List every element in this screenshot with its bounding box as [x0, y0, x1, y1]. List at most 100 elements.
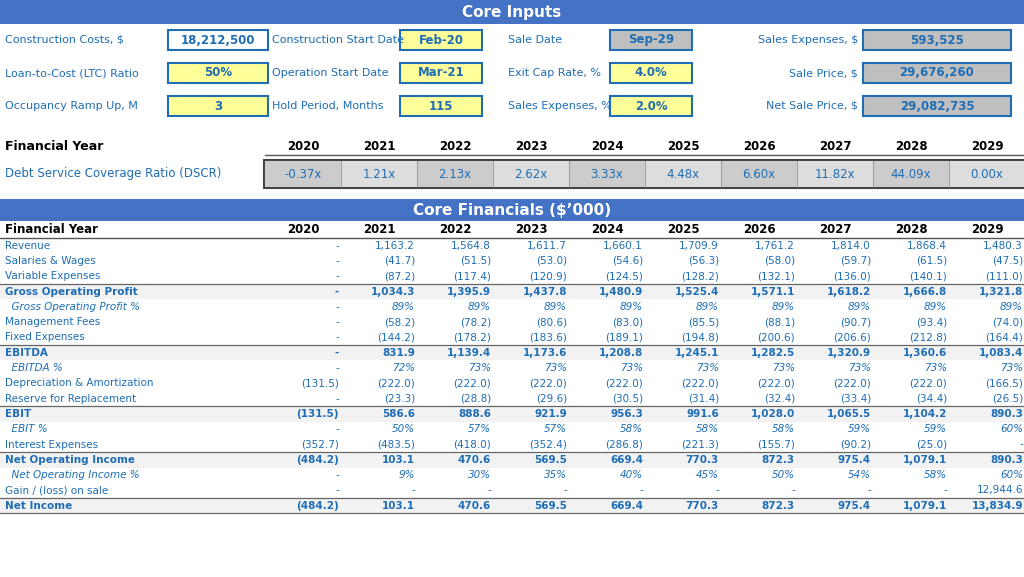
Text: 1,814.0: 1,814.0 — [831, 241, 871, 250]
Text: (155.7): (155.7) — [757, 440, 795, 449]
Text: Mar-21: Mar-21 — [418, 66, 464, 80]
Text: 669.4: 669.4 — [610, 455, 643, 465]
Text: 18,212,500: 18,212,500 — [181, 33, 255, 47]
FancyBboxPatch shape — [400, 30, 482, 50]
Text: 54%: 54% — [848, 470, 871, 480]
Text: 975.4: 975.4 — [838, 455, 871, 465]
Text: 2020: 2020 — [287, 223, 319, 236]
Text: 1,173.6: 1,173.6 — [522, 348, 567, 358]
Text: -: - — [335, 241, 339, 250]
Text: Core Financials ($’000): Core Financials ($’000) — [413, 203, 611, 218]
Text: -: - — [487, 485, 490, 496]
Text: -: - — [639, 485, 643, 496]
Text: 1,395.9: 1,395.9 — [447, 287, 490, 297]
Text: 73%: 73% — [544, 363, 567, 373]
Text: (144.2): (144.2) — [377, 332, 415, 343]
FancyBboxPatch shape — [265, 161, 341, 187]
Text: (132.1): (132.1) — [757, 271, 795, 281]
Text: 1,480.3: 1,480.3 — [983, 241, 1023, 250]
Text: 2020: 2020 — [287, 140, 319, 152]
Text: 58%: 58% — [772, 424, 795, 434]
Text: (178.2): (178.2) — [454, 332, 490, 343]
Text: Revenue: Revenue — [5, 241, 50, 250]
Text: -: - — [335, 302, 339, 312]
Text: (90.7): (90.7) — [840, 317, 871, 327]
Text: Fixed Expenses: Fixed Expenses — [5, 332, 85, 343]
Text: 103.1: 103.1 — [382, 455, 415, 465]
Text: 2025: 2025 — [667, 223, 699, 236]
Text: Feb-20: Feb-20 — [419, 33, 464, 47]
Text: -: - — [715, 485, 719, 496]
Text: 831.9: 831.9 — [382, 348, 415, 358]
Text: 956.3: 956.3 — [610, 409, 643, 419]
Text: (29.6): (29.6) — [536, 394, 567, 404]
Text: 57%: 57% — [468, 424, 490, 434]
FancyBboxPatch shape — [863, 96, 1011, 116]
Text: 115: 115 — [429, 99, 454, 113]
Text: 1,571.1: 1,571.1 — [751, 287, 795, 297]
Text: Operation Start Date: Operation Start Date — [272, 68, 388, 78]
Text: 58%: 58% — [696, 424, 719, 434]
Text: (32.4): (32.4) — [764, 394, 795, 404]
FancyBboxPatch shape — [341, 161, 417, 187]
Text: 2026: 2026 — [742, 223, 775, 236]
Text: -: - — [335, 332, 339, 343]
FancyBboxPatch shape — [0, 406, 1024, 422]
Text: 89%: 89% — [544, 302, 567, 312]
Text: (88.1): (88.1) — [764, 317, 795, 327]
Text: 1,666.8: 1,666.8 — [903, 287, 947, 297]
Text: (93.4): (93.4) — [915, 317, 947, 327]
FancyBboxPatch shape — [0, 452, 1024, 467]
FancyBboxPatch shape — [645, 161, 721, 187]
Text: 1,709.9: 1,709.9 — [679, 241, 719, 250]
Text: Interest Expenses: Interest Expenses — [5, 440, 98, 449]
Text: -: - — [335, 317, 339, 327]
Text: (78.2): (78.2) — [460, 317, 490, 327]
Text: (352.4): (352.4) — [529, 440, 567, 449]
Text: -: - — [335, 424, 339, 434]
Text: 1,104.2: 1,104.2 — [902, 409, 947, 419]
Text: (136.0): (136.0) — [834, 271, 871, 281]
Text: (90.2): (90.2) — [840, 440, 871, 449]
Text: 1,437.8: 1,437.8 — [522, 287, 567, 297]
FancyBboxPatch shape — [610, 96, 692, 116]
Text: (23.3): (23.3) — [384, 394, 415, 404]
FancyBboxPatch shape — [417, 161, 493, 187]
Text: EBIT: EBIT — [5, 409, 32, 419]
Text: 1,321.8: 1,321.8 — [979, 287, 1023, 297]
Text: (61.5): (61.5) — [915, 256, 947, 266]
Text: Construction Costs, $: Construction Costs, $ — [5, 35, 124, 45]
Text: -: - — [335, 363, 339, 373]
Text: 2022: 2022 — [438, 223, 471, 236]
FancyBboxPatch shape — [0, 199, 1024, 221]
Text: 60%: 60% — [999, 424, 1023, 434]
Text: Debt Service Coverage Ratio (DSCR): Debt Service Coverage Ratio (DSCR) — [5, 167, 221, 181]
Text: 89%: 89% — [392, 302, 415, 312]
Text: 1,079.1: 1,079.1 — [903, 455, 947, 465]
Text: 991.6: 991.6 — [686, 409, 719, 419]
Text: -: - — [335, 394, 339, 404]
Text: (222.0): (222.0) — [909, 379, 947, 388]
Text: 4.0%: 4.0% — [635, 66, 668, 80]
Text: 1,208.8: 1,208.8 — [599, 348, 643, 358]
Text: (120.9): (120.9) — [529, 271, 567, 281]
Text: 73%: 73% — [924, 363, 947, 373]
Text: Sep-29: Sep-29 — [628, 33, 674, 47]
Text: -: - — [1019, 440, 1023, 449]
Text: 89%: 89% — [772, 302, 795, 312]
Text: Salaries & Wages: Salaries & Wages — [5, 256, 96, 266]
FancyBboxPatch shape — [264, 160, 1024, 188]
Text: 1,761.2: 1,761.2 — [755, 241, 795, 250]
Text: 2022: 2022 — [438, 140, 471, 152]
FancyBboxPatch shape — [0, 0, 1024, 24]
Text: Net Operating Income %: Net Operating Income % — [5, 470, 139, 480]
Text: -: - — [943, 485, 947, 496]
Text: 470.6: 470.6 — [458, 501, 490, 511]
Text: 72%: 72% — [392, 363, 415, 373]
Text: 1.21x: 1.21x — [362, 167, 395, 181]
Text: (212.8): (212.8) — [909, 332, 947, 343]
Text: (166.5): (166.5) — [985, 379, 1023, 388]
Text: 669.4: 669.4 — [610, 501, 643, 511]
Text: 2025: 2025 — [667, 140, 699, 152]
Text: 89%: 89% — [848, 302, 871, 312]
